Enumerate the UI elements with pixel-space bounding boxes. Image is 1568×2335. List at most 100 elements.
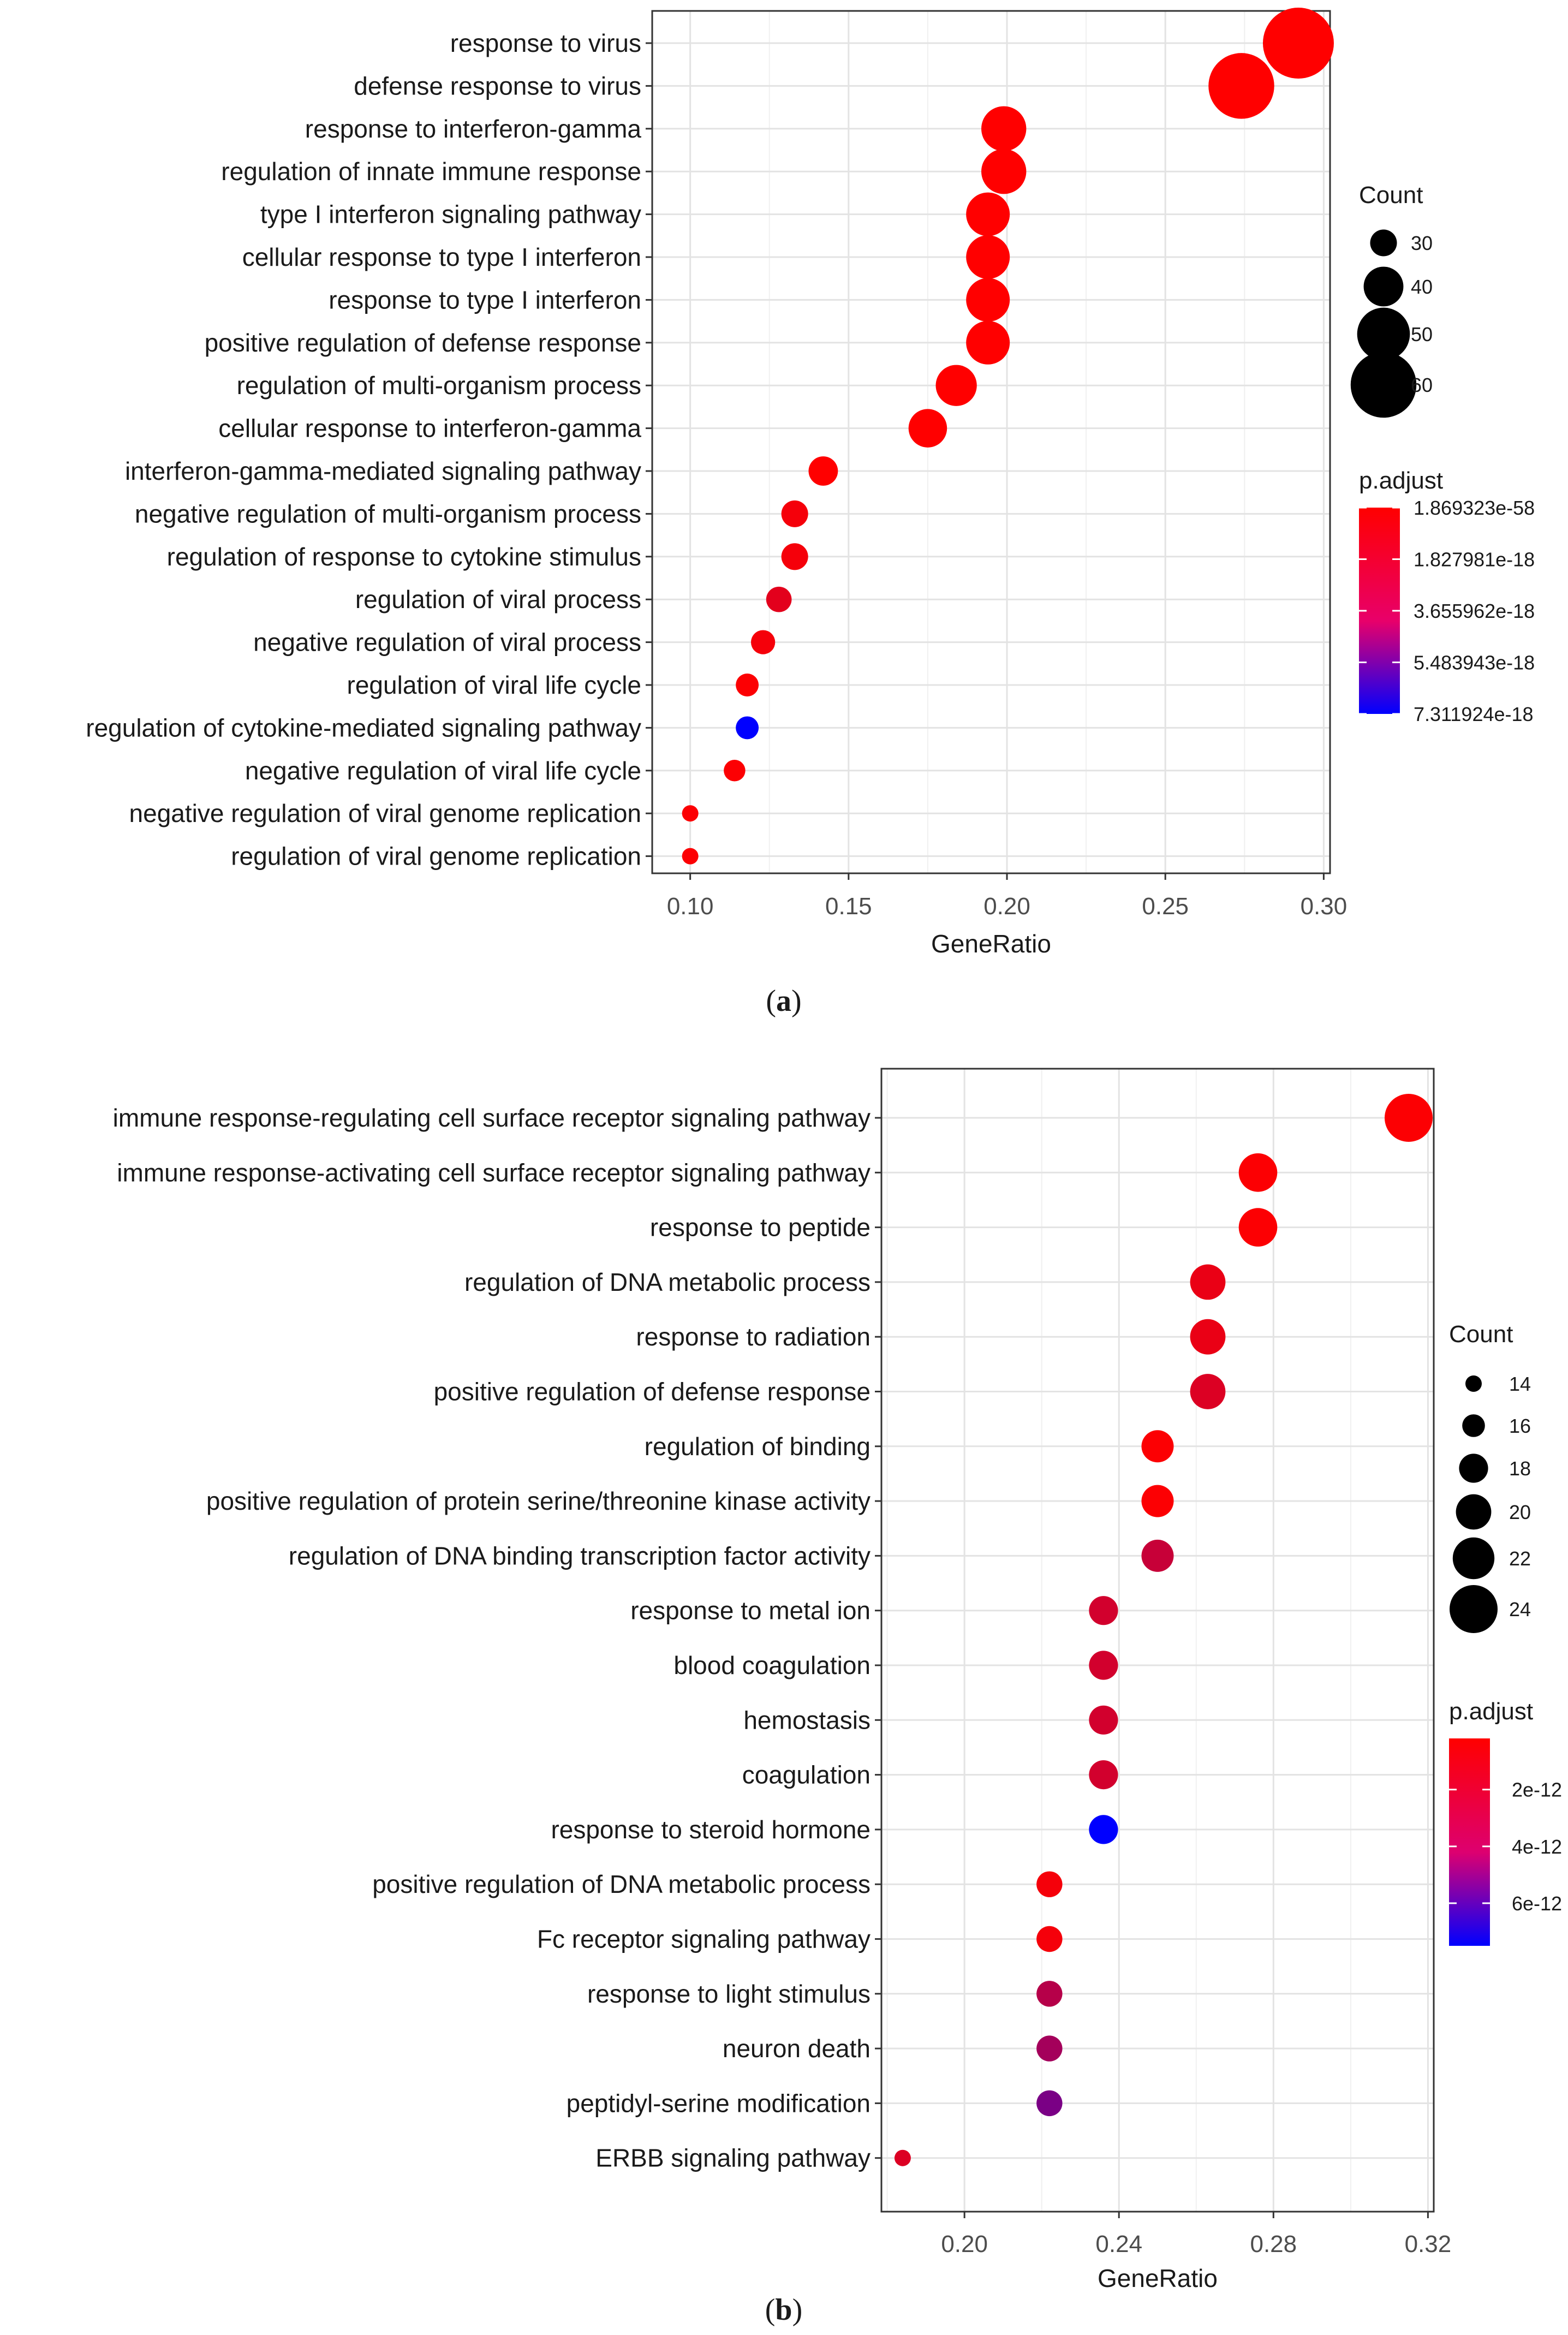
y-tick-label: positive regulation of protein serine/th… [206,1487,871,1515]
data-point [1089,1815,1118,1844]
y-tick-label: positive regulation of DNA metabolic pro… [372,1870,871,1898]
size-legend-title: Count [1359,182,1423,209]
size-legend-label: 60 [1411,374,1433,396]
data-point [724,760,746,782]
size-legend-dot [1357,307,1410,361]
data-point [908,409,947,448]
data-point [981,106,1027,151]
data-point [966,192,1010,236]
y-tick-label: response to metal ion [630,1597,871,1625]
y-tick-label: peptidyl-serine modification [567,2089,871,2117]
data-point [1089,1651,1118,1680]
color-legend-label: 4e-12 [1512,1836,1562,1858]
size-legend-dot [1462,1414,1485,1437]
y-tick-label: regulation of cytokine-mediated signalin… [86,713,641,742]
y-tick-label: negative regulation of viral life cycle [245,757,641,785]
y-tick-label: neuron death [723,2034,871,2063]
y-tick-label: response to interferon-gamma [305,115,642,143]
y-tick-label: negative regulation of viral process [253,628,641,657]
data-point [1036,1981,1063,2007]
data-point [808,456,838,486]
color-legend-label: 1.869323e-58 [1414,497,1535,519]
y-tick-label: regulation of innate immune response [221,157,641,186]
size-legend-dot [1450,1585,1498,1633]
size-legend-label: 14 [1509,1373,1531,1395]
data-point [981,149,1027,194]
data-point [766,586,792,612]
x-tick-label: 0.20 [941,2231,988,2257]
x-axis-title: GeneRatio [931,930,1051,958]
data-point [1190,1264,1226,1300]
data-point [1036,1926,1063,1952]
x-tick-label: 0.24 [1095,2231,1142,2257]
y-tick-label: regulation of viral life cycle [347,671,641,699]
y-tick-label: cellular response to type I interferon [242,243,641,271]
data-point [1141,1485,1174,1517]
data-point [736,716,759,740]
y-tick-label: ERBB signaling pathway [595,2144,871,2172]
size-legend-label: 30 [1411,232,1433,254]
size-legend-dot [1363,266,1404,307]
size-legend-title: Count [1449,1321,1513,1348]
panel-a-caption-letter: a [776,984,791,1018]
data-point [1141,1430,1174,1463]
color-legend-label: 2e-12 [1512,1779,1562,1801]
data-point [1262,8,1334,79]
x-tick-label: 0.15 [825,893,872,920]
x-tick-label: 0.28 [1250,2231,1297,2257]
data-point [1036,1871,1063,1897]
y-tick-label: regulation of multi-organism process [237,371,641,400]
size-legend-label: 50 [1411,323,1433,346]
x-tick-label: 0.20 [983,893,1030,920]
plot-background [881,1069,1434,2212]
y-tick-label: response to peptide [650,1213,871,1242]
y-tick-label: hemostasis [743,1706,871,1734]
plot-border [651,10,1331,874]
y-tick-label: positive regulation of defense response [205,329,641,357]
y-tick-label: coagulation [742,1761,871,1789]
panel-b-caption: (b) [765,2293,802,2327]
data-point [966,320,1010,365]
color-legend-label: 5.483943e-18 [1414,652,1535,674]
chart-panel-a: response to virus defense response to vir… [86,8,1535,958]
size-legend-dot [1452,1537,1495,1580]
y-tick-label: immune response-activating cell surface … [117,1158,871,1187]
y-tick-label: response to light stimulus [587,1980,871,2008]
y-tick-label: cellular response to interferon-gamma [218,414,641,443]
x-tick-label: 0.10 [667,893,714,920]
size-legend-label: 20 [1509,1501,1531,1523]
color-legend-title: p.adjust [1449,1698,1533,1725]
size-legend-dot [1350,352,1417,418]
y-tick-label: response to type I interferon [329,285,641,314]
size-legend-dot [1465,1375,1482,1392]
data-point [1190,1319,1226,1355]
size-legend-label: 18 [1509,1457,1531,1480]
panel-a-caption: (a) [766,984,801,1018]
data-point [1190,1374,1226,1409]
y-tick-label: negative regulation of viral genome repl… [129,799,641,827]
color-legend-title: p.adjust [1359,467,1443,494]
data-point [894,2149,911,2166]
y-tick-label: regulation of response to cytokine stimu… [167,543,641,571]
data-point [1036,2090,1063,2117]
color-legend-label: 1.827981e-18 [1414,549,1535,571]
data-point [1089,1596,1118,1625]
y-tick-label: Fc receptor signaling pathway [537,1925,871,1953]
data-point [682,805,699,822]
data-point [1385,1094,1433,1142]
plot-border [880,1068,1435,2213]
size-legend-dot [1456,1494,1492,1530]
size-legend-label: 40 [1411,276,1433,298]
y-tick-label: regulation of DNA metabolic process [464,1268,871,1296]
x-axis-title: GeneRatio [1098,2264,1218,2292]
data-point [1036,2035,1063,2062]
x-tick-label: 0.30 [1301,893,1348,920]
data-point [781,543,808,570]
data-point [966,278,1010,322]
y-tick-label: positive regulation of defense response [434,1378,871,1406]
data-point [682,848,699,865]
chart-panel-b: immune response-regulating cell surface … [113,1068,1562,2292]
data-point [1141,1539,1174,1572]
size-legend-label: 24 [1509,1598,1531,1621]
